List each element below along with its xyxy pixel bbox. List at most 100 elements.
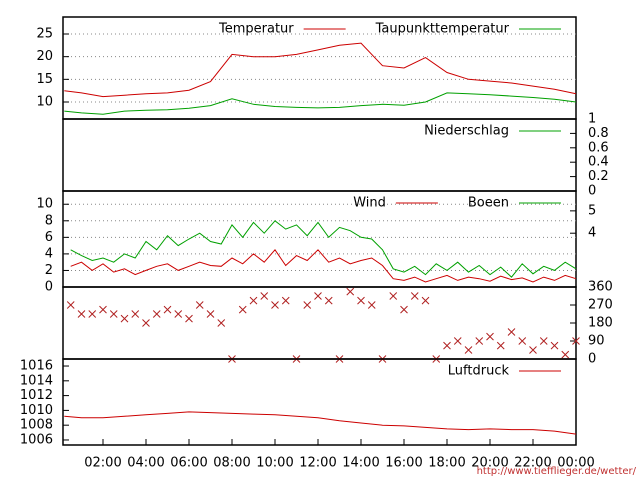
point-marker xyxy=(217,319,226,327)
panel-frame xyxy=(62,358,577,446)
y2-tick-label: 0 xyxy=(588,352,596,367)
series-line xyxy=(64,411,577,435)
y2-tick-label: 0.4 xyxy=(588,155,609,170)
y-tick-label: 4 xyxy=(45,246,53,261)
point-marker xyxy=(410,292,419,300)
footer-url: http://www.tiefflieger.de/wetter/ xyxy=(477,466,637,477)
point-marker xyxy=(421,296,430,305)
point-marker xyxy=(475,337,484,345)
y2-tick-label: 270 xyxy=(588,298,613,313)
point-marker xyxy=(453,337,462,345)
point-marker xyxy=(507,328,516,336)
point-marker xyxy=(185,314,193,323)
legend-label: Luftdruck xyxy=(448,364,510,379)
x-tick-label: 12:00 xyxy=(299,456,336,471)
y-tick-label: 1014 xyxy=(20,373,53,388)
point-marker xyxy=(314,292,322,300)
legend-label: Niederschlag xyxy=(424,124,509,139)
y-tick-label: 2 xyxy=(45,263,53,278)
y-tick-label: 0 xyxy=(45,280,53,295)
y-tick-label: 1012 xyxy=(20,388,53,403)
point-marker xyxy=(464,346,473,354)
y-tick-label: 25 xyxy=(36,27,53,42)
y-tick-label: 1006 xyxy=(20,432,53,447)
point-marker xyxy=(109,310,118,318)
point-marker xyxy=(389,292,398,300)
point-marker xyxy=(367,301,376,309)
point-marker xyxy=(303,301,312,309)
y-tick-label: 6 xyxy=(45,230,53,245)
series-line xyxy=(70,220,577,278)
point-marker xyxy=(66,301,75,309)
y-tick-label: 1016 xyxy=(20,359,53,374)
series-line xyxy=(70,248,577,283)
point-marker xyxy=(539,337,548,345)
y-tick-label: 20 xyxy=(36,49,53,64)
point-marker xyxy=(195,301,204,309)
point-marker xyxy=(99,305,107,314)
y-tick-label: 10 xyxy=(36,197,53,212)
y-tick-label: 10 xyxy=(36,95,53,110)
point-marker xyxy=(120,314,129,323)
x-tick-label: 20:00 xyxy=(471,456,508,471)
y2-tick-label: 0 xyxy=(588,184,596,199)
y-tick-label: 1010 xyxy=(20,403,53,418)
point-marker xyxy=(496,341,505,350)
x-tick-label: 04:00 xyxy=(127,456,164,471)
point-marker xyxy=(486,332,494,341)
x-tick-label: 02:00 xyxy=(84,456,121,471)
legend-label: Taupunkttemperatur xyxy=(375,22,510,37)
y-tick-label: 15 xyxy=(36,72,53,87)
y2-tick-label: 4 xyxy=(588,226,596,241)
x-tick-label: 08:00 xyxy=(213,456,250,471)
point-marker xyxy=(163,305,172,314)
x-tick-label: 22:00 xyxy=(514,456,551,471)
y2-tick-label: 0.2 xyxy=(588,169,609,184)
point-marker xyxy=(271,301,279,309)
point-marker xyxy=(77,310,86,318)
point-marker xyxy=(518,337,527,345)
y2-tick-label: 360 xyxy=(588,280,613,295)
point-marker xyxy=(131,310,140,318)
series-line xyxy=(64,92,577,115)
point-marker xyxy=(281,296,290,305)
point-marker xyxy=(443,341,451,350)
point-marker xyxy=(206,310,215,318)
y2-tick-label: 0.6 xyxy=(588,140,609,155)
x-tick-label: 10:00 xyxy=(256,456,293,471)
x-tick-label: 00:00 xyxy=(557,456,594,471)
point-marker xyxy=(142,319,150,327)
point-marker xyxy=(346,287,355,296)
legend-label: Boeen xyxy=(468,196,509,211)
point-marker xyxy=(561,350,570,359)
point-marker xyxy=(324,296,333,305)
point-marker xyxy=(572,337,580,345)
point-marker xyxy=(238,305,247,314)
x-tick-label: 14:00 xyxy=(342,456,379,471)
y-tick-label: 8 xyxy=(45,213,53,228)
point-marker xyxy=(550,341,559,350)
point-marker xyxy=(249,296,258,305)
x-tick-label: 18:00 xyxy=(428,456,465,471)
y2-tick-label: 5 xyxy=(588,203,596,218)
point-marker xyxy=(174,310,183,318)
point-marker xyxy=(357,296,365,305)
y-tick-label: 1008 xyxy=(20,418,53,433)
x-tick-label: 16:00 xyxy=(385,456,422,471)
y2-tick-label: 0.8 xyxy=(588,126,609,141)
series-line xyxy=(64,42,577,98)
y2-tick-label: 1 xyxy=(588,112,596,127)
legend-label: Temperatur xyxy=(218,22,294,37)
point-marker xyxy=(529,346,537,354)
point-marker xyxy=(400,305,408,314)
x-tick-label: 06:00 xyxy=(170,456,207,471)
legend-label: Wind xyxy=(353,196,386,211)
point-marker xyxy=(88,310,97,318)
y2-tick-label: 180 xyxy=(588,316,613,331)
point-marker xyxy=(152,310,161,318)
y2-tick-label: 90 xyxy=(588,334,605,349)
point-marker xyxy=(260,292,269,300)
